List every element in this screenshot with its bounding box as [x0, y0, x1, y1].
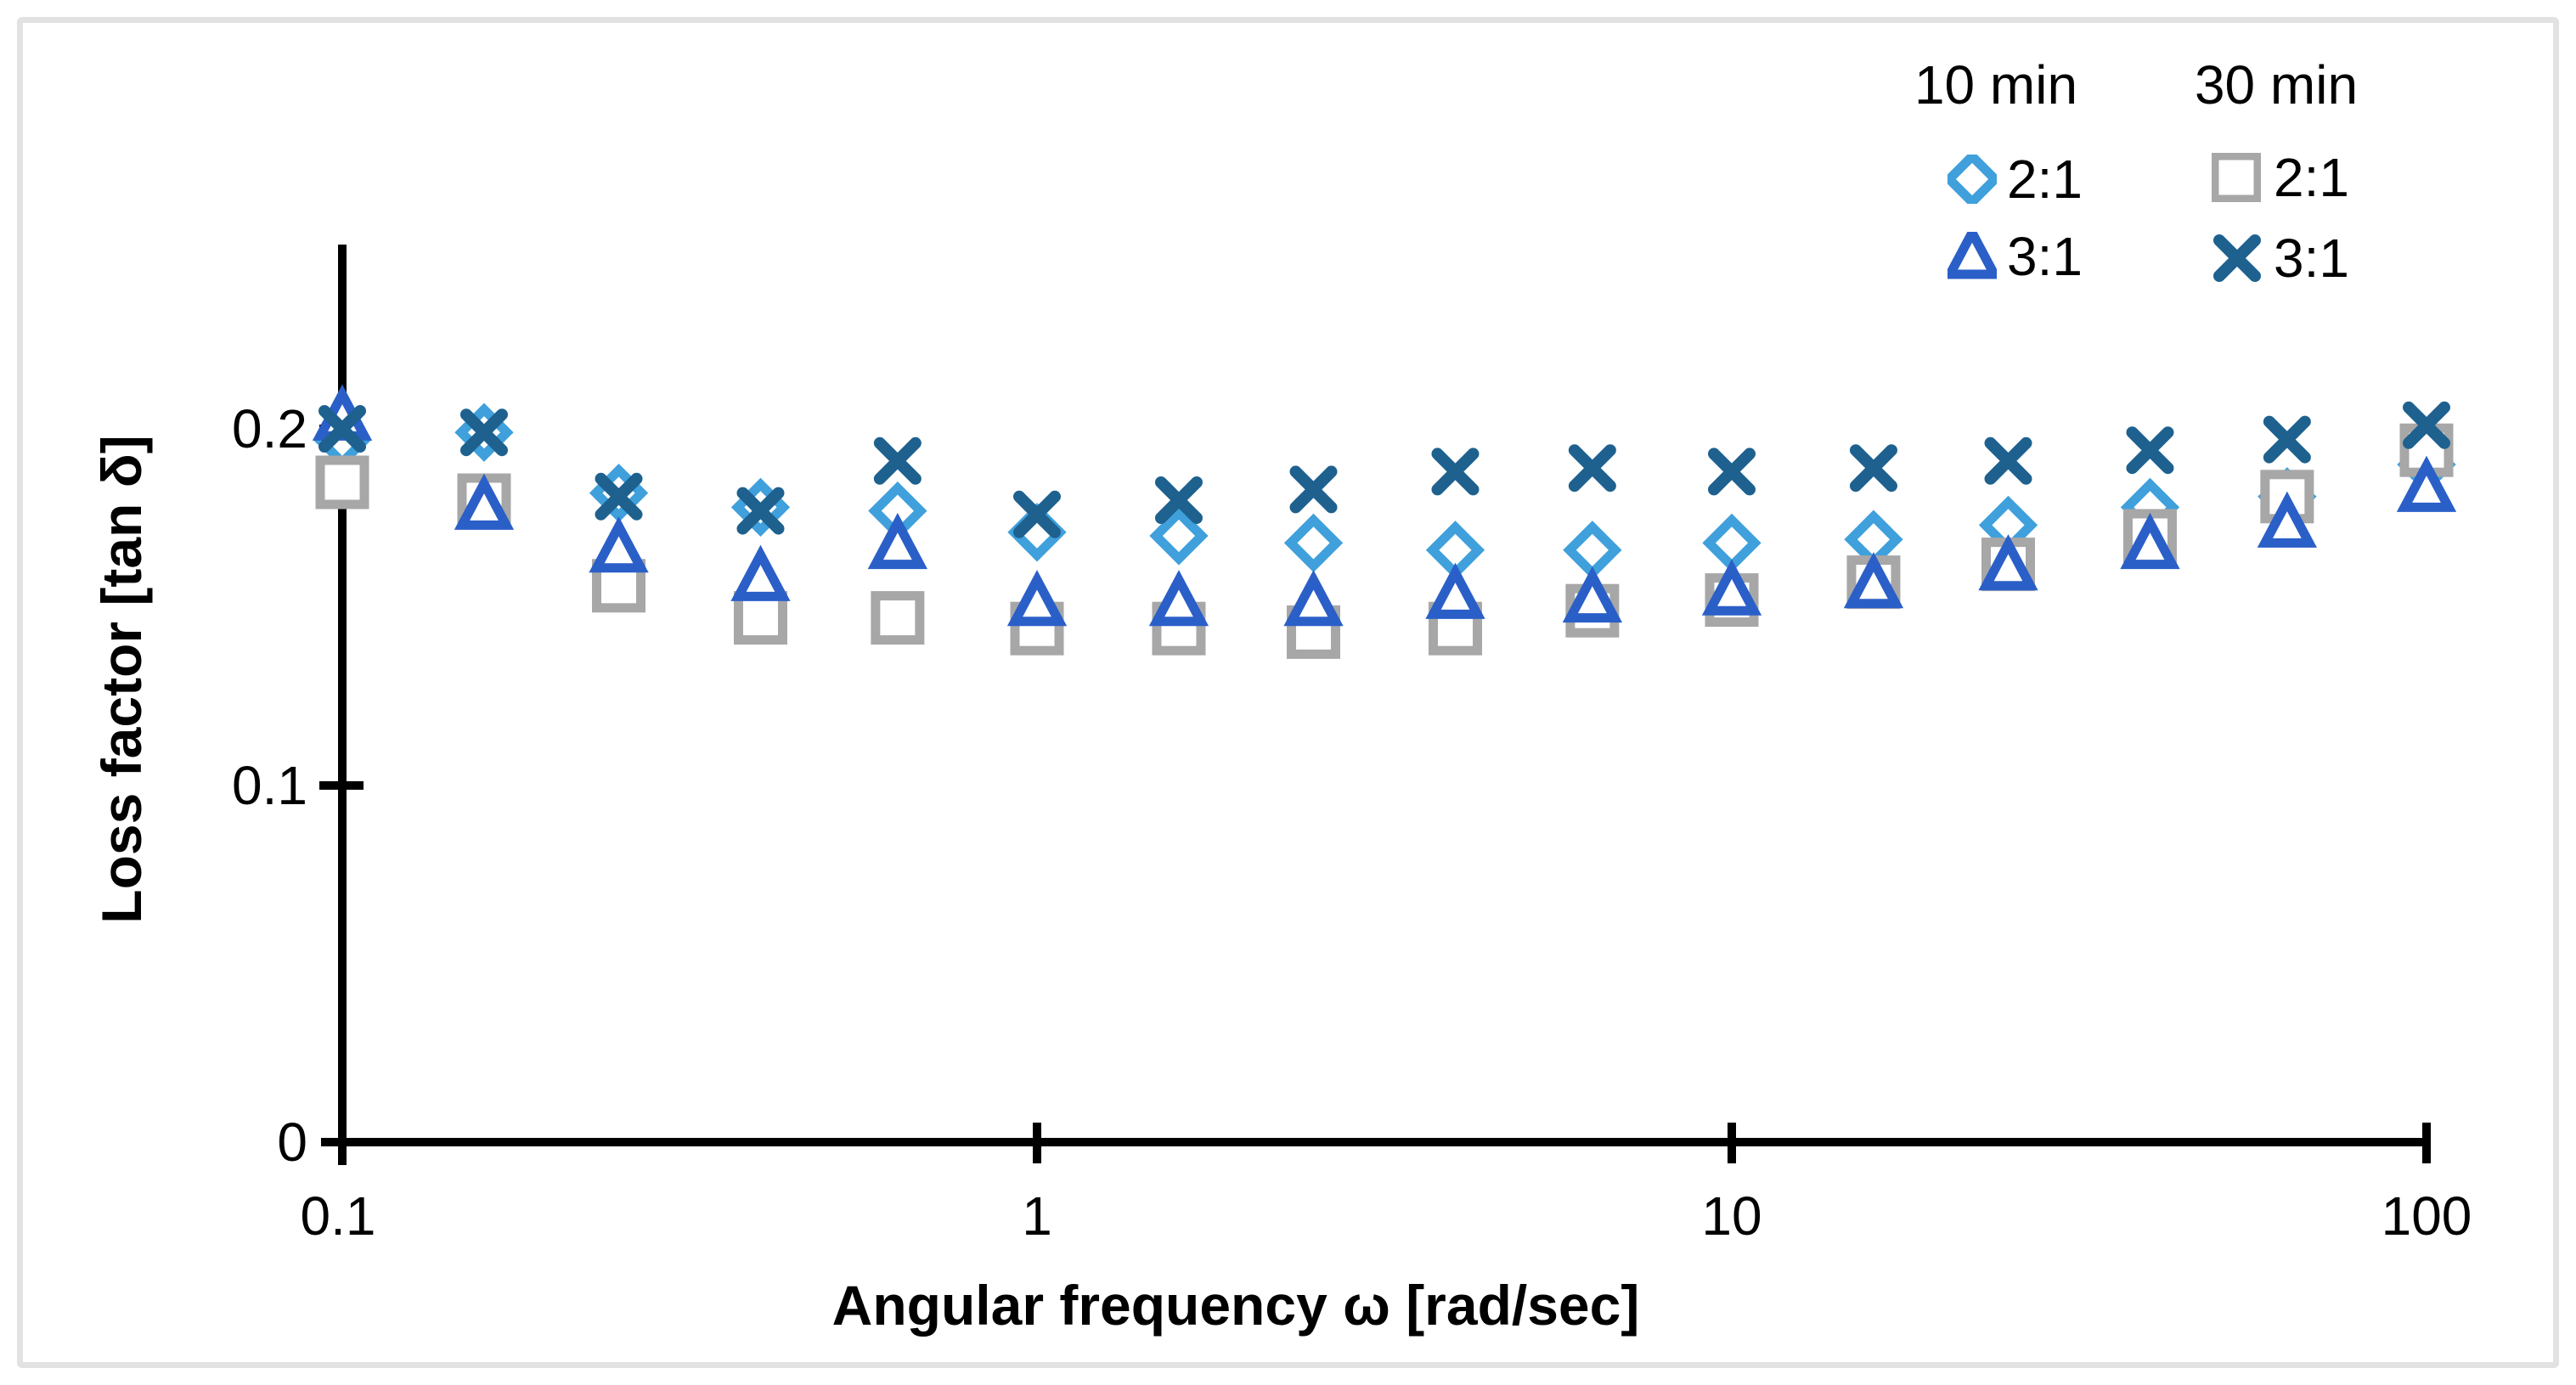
marker-diamond [1702, 513, 1761, 573]
y-tick-0p1 [319, 781, 364, 790]
marker-x [2263, 415, 2311, 464]
x-tick-1 [1033, 1123, 1041, 1163]
marker-diamond [1563, 521, 1622, 580]
marker-triangle [867, 512, 928, 570]
marker-diamond [1978, 495, 2038, 555]
marker-triangle [1006, 570, 1068, 627]
marker-x [1289, 465, 1338, 514]
x-tick-label-0.1: 0.1 [300, 1185, 376, 1247]
x-axis-title: Angular frequency ω [rad/sec] [831, 1274, 1640, 1337]
x-tick-label-1: 1 [1022, 1185, 1052, 1247]
marker-diamond [1844, 510, 1903, 569]
y-tick-label-0.1: 0.1 [232, 755, 307, 816]
marker-square [315, 455, 369, 510]
marker-triangle [1978, 534, 2038, 591]
marker-triangle [454, 473, 515, 530]
marker-triangle [1562, 566, 1623, 623]
legend-header-10min: 10 min [1914, 54, 2078, 115]
marker-triangle [1283, 570, 1344, 627]
marker-triangle [589, 516, 649, 573]
marker-triangle [2120, 512, 2180, 570]
legend-x-icon [2212, 234, 2262, 283]
y-axis-title: Loss factor [tan δ] [90, 435, 153, 924]
marker-x [1708, 448, 1756, 496]
marker-x [318, 405, 366, 453]
legend-header-30min: 30 min [2194, 54, 2359, 115]
marker-diamond [1425, 521, 1485, 580]
x-tick-label-100: 100 [2381, 1185, 2472, 1247]
legend-diamond-icon [1942, 149, 2002, 209]
marker-x [2126, 426, 2174, 475]
legend-label-10min-3to1: 3:1 [2007, 226, 2083, 287]
x-tick-10 [1728, 1123, 1736, 1163]
marker-x [1154, 476, 1203, 524]
marker-triangle [1148, 570, 1209, 627]
marker-x [1568, 444, 1616, 493]
marker-triangle [1701, 559, 1762, 616]
legend-square-icon [2209, 150, 2263, 205]
marker-diamond [1149, 506, 1209, 566]
legend-triangle-icon [1942, 222, 2003, 281]
legend-label-10min-2to1: 2:1 [2007, 149, 2083, 210]
marker-x [1431, 448, 1480, 496]
marker-triangle [730, 544, 791, 601]
series-10-min-3-1 [312, 384, 2457, 627]
legend-label-30min-2to1: 2:1 [2274, 147, 2349, 208]
marker-x [2403, 401, 2450, 449]
marker-diamond [868, 481, 927, 541]
y-tick-label-0.2: 0.2 [232, 398, 307, 459]
marker-x [595, 472, 643, 521]
x-tick-100 [2422, 1123, 2431, 1163]
marker-diamond [1283, 513, 1344, 573]
series-30-min-3-1 [318, 401, 2450, 538]
marker-triangle [2396, 455, 2457, 512]
marker-x [1013, 490, 1061, 538]
legend-label-30min-3to1: 3:1 [2274, 228, 2349, 289]
marker-triangle [1843, 552, 1904, 609]
marker-x [1984, 436, 2032, 485]
marker-square [871, 591, 925, 645]
marker-x [873, 436, 922, 485]
marker-x [1849, 444, 1897, 493]
x-axis-line [321, 1138, 2431, 1146]
data-markers [312, 384, 2457, 659]
marker-triangle [1425, 562, 1485, 619]
marker-triangle [2257, 491, 2318, 548]
series-30-min-2-1 [315, 423, 2454, 659]
marker-x [459, 408, 508, 457]
y-axis-line [338, 245, 347, 1165]
y-tick-label-0: 0 [277, 1112, 307, 1173]
x-tick-label-10: 10 [1701, 1185, 1762, 1247]
marker-square [733, 591, 787, 645]
marker-x [736, 487, 785, 535]
